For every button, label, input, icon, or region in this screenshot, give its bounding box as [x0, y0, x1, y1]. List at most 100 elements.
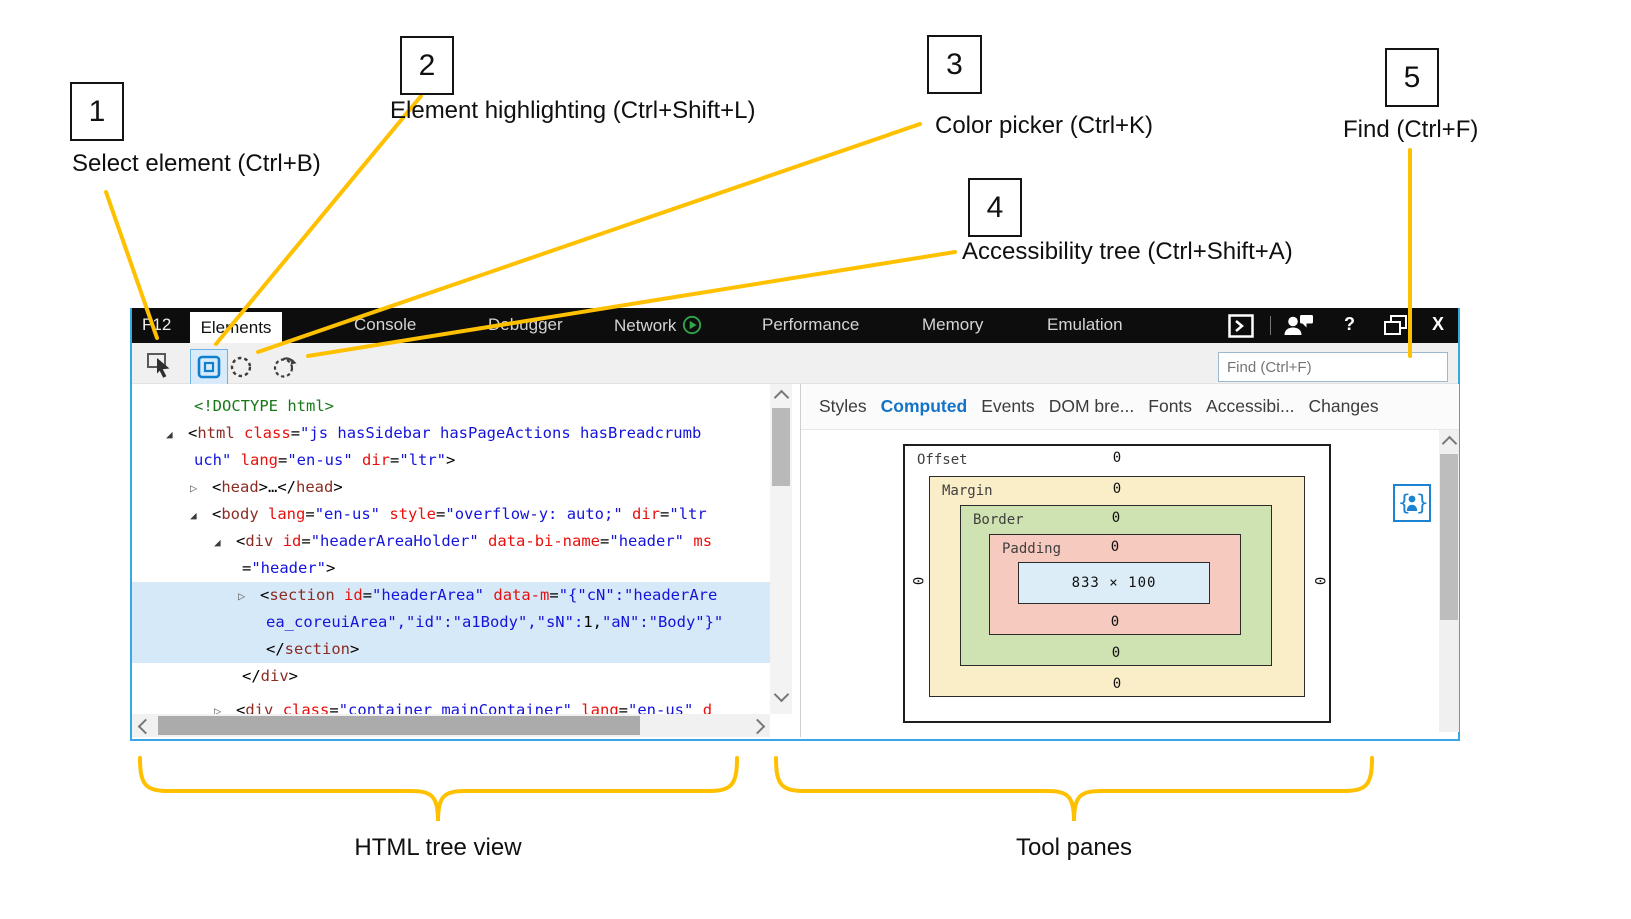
select-element-icon[interactable] — [146, 351, 174, 384]
code-token-plain: = — [242, 559, 252, 577]
code-token-plain: > — [446, 451, 456, 469]
tab-debugger[interactable]: Debugger — [488, 315, 563, 334]
tab-performance[interactable]: Performance — [762, 315, 860, 334]
expand-arrow-icon[interactable]: ▷ — [214, 704, 222, 718]
collapse-arrow-icon[interactable]: ◢ — [214, 536, 221, 549]
scroll-up-icon[interactable] — [773, 389, 790, 406]
scrollbar-thumb[interactable] — [158, 716, 640, 735]
code-token-plain — [479, 532, 488, 550]
code-token-plain — [335, 586, 344, 604]
code-token-doctype: <!DOCTYPE html> — [194, 397, 334, 415]
code-token-plain: = — [278, 451, 288, 469]
code-token-attr: data-bi-name — [488, 532, 601, 550]
brace-tool-panes — [774, 756, 1374, 822]
callout-number-2: 2 — [400, 36, 454, 95]
margin-top-value[interactable]: 0 — [1112, 481, 1122, 497]
brace-label-tool-panes: Tool panes — [1015, 834, 1133, 861]
scrollbar-thumb[interactable] — [1440, 454, 1458, 620]
code-line[interactable]: ◢ <html class="js hasSidebar hasPageActio… — [132, 420, 770, 447]
tab-dom-breakpoints[interactable]: DOM bre... — [1048, 396, 1135, 416]
code-token-plain: < — [188, 424, 198, 442]
tab-memory[interactable]: Memory — [922, 315, 984, 334]
scroll-up-icon[interactable] — [1441, 435, 1458, 452]
margin-bottom-value[interactable]: 0 — [1112, 676, 1122, 692]
callout-label-1: Select element (Ctrl+B) — [72, 150, 321, 177]
tab-network[interactable]: Network — [614, 315, 702, 340]
accessibility-tree-icon[interactable] — [272, 354, 299, 385]
border-top-value[interactable]: 0 — [1111, 510, 1121, 526]
tab-computed[interactable]: Computed — [880, 396, 968, 416]
scroll-down-icon[interactable] — [773, 686, 790, 703]
code-line[interactable]: ▷ <section id="headerArea" data-m="{"cN":… — [132, 582, 770, 609]
tab-console[interactable]: Console — [354, 315, 417, 334]
close-icon[interactable]: X — [1432, 314, 1445, 334]
element-highlighting-icon[interactable] — [190, 349, 228, 385]
help-icon[interactable]: ? — [1344, 314, 1355, 334]
restore-window-icon[interactable] — [1383, 314, 1408, 342]
code-line[interactable]: ◢ <body lang="en-us" style="overflow-y: a… — [132, 501, 770, 528]
collapse-arrow-icon[interactable]: ◢ — [166, 428, 173, 441]
expand-arrow-icon[interactable]: ▷ — [238, 589, 246, 603]
tab-events[interactable]: Events — [981, 396, 1035, 416]
code-token-tag: html — [197, 424, 235, 442]
code-token-plain: </ — [266, 640, 285, 658]
color-picker-icon[interactable] — [229, 355, 253, 384]
tab-elements[interactable]: Elements — [190, 312, 282, 343]
left-vertical-scrollbar[interactable] — [770, 384, 792, 714]
code-token-plain: > — [350, 640, 360, 658]
box-model-content-size[interactable]: 833 × 100 — [1018, 562, 1210, 604]
code-token-plain: </ — [242, 667, 261, 685]
border-bottom-value[interactable]: 0 — [1111, 645, 1121, 661]
code-token-attr: data-m — [493, 586, 550, 604]
code-line[interactable]: <!DOCTYPE html> — [132, 393, 770, 420]
callout-number-5: 5 — [1385, 48, 1439, 107]
box-model-diagram: Offset 0 0 0 0 0 0 0 0 0 Margin 0 0 — [903, 444, 1331, 723]
feedback-icon[interactable] — [1282, 314, 1316, 342]
find-input[interactable] — [1218, 352, 1448, 382]
code-token-attr: d — [702, 701, 713, 719]
code-token-value: "headerAreaHolder" — [310, 532, 479, 550]
devtools-toolbar — [132, 343, 1458, 385]
tab-accessibility[interactable]: Accessibi... — [1206, 396, 1295, 416]
tab-changes[interactable]: Changes — [1308, 396, 1379, 416]
code-line[interactable]: ="header"> — [132, 555, 770, 582]
console-drawer-icon[interactable] — [1228, 314, 1254, 343]
tab-styles[interactable]: Styles — [819, 396, 867, 416]
expand-arrow-icon[interactable]: ▷ — [190, 481, 198, 495]
code-line[interactable]: ea_coreuiArea","id":"a1Body","sN":1,"aN"… — [132, 609, 770, 636]
code-token-plain: = — [436, 505, 446, 523]
code-token-plain: < — [212, 478, 222, 496]
right-vertical-scrollbar[interactable] — [1439, 430, 1459, 732]
code-line[interactable]: ◢ <div id="headerAreaHolder" data-bi-name… — [132, 528, 770, 555]
code-token-plain: = — [329, 701, 339, 719]
code-line[interactable]: uch" lang="en-us" dir="ltr"> — [132, 447, 770, 474]
scroll-left-icon[interactable] — [137, 718, 154, 735]
tab-fonts[interactable]: Fonts — [1148, 396, 1193, 416]
left-horizontal-scrollbar[interactable] — [132, 714, 770, 737]
offset-right-value[interactable]: 0 — [1311, 576, 1327, 586]
devtools-tabbar: F12 Elements Console Debugger Network Pe… — [132, 308, 1458, 343]
padding-bottom-value[interactable]: 0 — [1110, 614, 1120, 630]
scroll-right-icon[interactable] — [749, 718, 766, 735]
scrollbar-thumb[interactable] — [772, 408, 790, 486]
code-line[interactable]: ▷ <head>…</head> — [132, 474, 770, 501]
code-line[interactable]: </section> — [132, 636, 770, 663]
code-token-plain — [380, 505, 389, 523]
code-token-value: "aN":"Body"}" — [601, 613, 724, 631]
code-token-value: "en-us" — [287, 451, 353, 469]
tab-emulation[interactable]: Emulation — [1047, 315, 1123, 334]
callout-label-3: Color picker (Ctrl+K) — [935, 112, 1154, 139]
code-token-plain: = — [600, 532, 610, 550]
code-token-plain — [273, 532, 282, 550]
code-line[interactable]: </div> — [132, 663, 770, 690]
box-model-margin: Margin 0 0 Border 0 0 Padding 0 0 — [929, 476, 1305, 697]
code-token-plain: > — [288, 667, 299, 685]
accessibility-pane-button[interactable]: { } — [1393, 484, 1431, 522]
collapse-arrow-icon[interactable]: ◢ — [190, 509, 197, 522]
offset-top-value[interactable]: 0 — [1112, 450, 1122, 466]
padding-top-value[interactable]: 0 — [1110, 539, 1120, 555]
code-token-attr: style — [389, 505, 437, 523]
offset-left-value[interactable]: 0 — [909, 576, 925, 586]
code-token-attr: dir — [632, 505, 661, 523]
